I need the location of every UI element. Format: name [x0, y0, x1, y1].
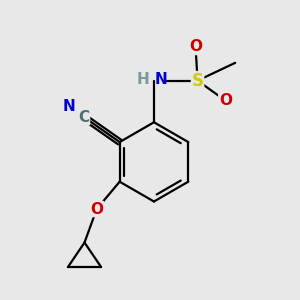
Text: C: C	[78, 110, 89, 124]
Text: N: N	[63, 99, 76, 114]
Text: N: N	[155, 72, 167, 87]
Text: S: S	[192, 72, 204, 90]
Text: O: O	[189, 40, 202, 55]
Text: O: O	[90, 202, 103, 217]
Text: H: H	[136, 72, 149, 87]
Text: O: O	[219, 93, 232, 108]
